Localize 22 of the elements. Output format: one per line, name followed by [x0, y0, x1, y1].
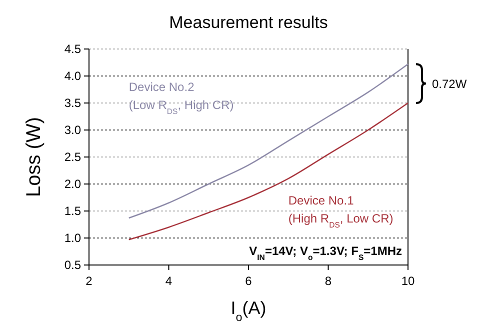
x-tick-label: 10 [401, 274, 415, 288]
y-tick-label: 1.0 [64, 231, 82, 246]
y-tick-label: 0.5 [64, 258, 82, 272]
x-axis-title: I$_{o}$(A) [230, 298, 266, 322]
text: Device No.2 (Low R$_{DS}$, High CR) [128, 80, 234, 116]
x-tick-label: 4 [165, 274, 172, 288]
series-label: Device No.1 (High R$_{DS}$, Low CR) [288, 194, 394, 230]
y-tick-label: 2.0 [64, 177, 82, 192]
y-tick-label: 2.5 [64, 150, 82, 164]
line-series [128, 102, 409, 240]
y-tick-label: 4.5 [64, 42, 82, 56]
chart-title: Measurement results [169, 13, 328, 32]
x-tick-label: 8 [324, 274, 332, 288]
annotation: V$_{IN}$=14V; V$_{o}$=1.3V; F$_{S}$=1MHz [249, 244, 402, 262]
y-tick-label: 3.5 [64, 96, 82, 110]
text: 0.72W [432, 76, 468, 91]
x-tick-label: 6 [245, 274, 252, 288]
y-tick-label: 1.5 [64, 204, 82, 218]
y-tick-label: 3.0 [64, 123, 82, 138]
x-tick-label: 2 [86, 274, 93, 288]
y-tick-label: 4.0 [64, 69, 82, 84]
y-axis-title: Loss (W) [23, 117, 45, 197]
